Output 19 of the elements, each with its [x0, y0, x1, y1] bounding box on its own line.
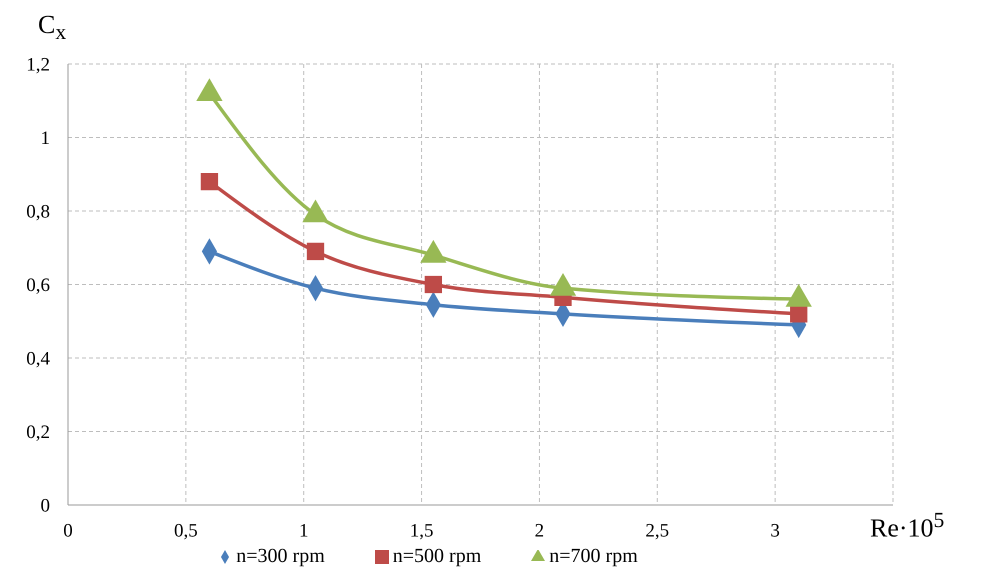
- y-tick-label: 0,6: [26, 275, 50, 296]
- legend-label: n=500 rpm: [392, 545, 482, 567]
- y-axis-title: C$_{x}$: [38, 10, 66, 46]
- x-tick-label: 2,5: [645, 520, 670, 542]
- y-tick-label: 1: [40, 128, 50, 150]
- x-tick-label: 0: [63, 520, 73, 542]
- y-tick-label: 0,2: [26, 422, 50, 444]
- y-tick-label: 0: [40, 496, 50, 517]
- x-tick-label: 3: [770, 520, 780, 542]
- x-tick-label: 0,5: [174, 520, 198, 542]
- legend-label: n=700 rpm: [549, 545, 638, 567]
- x-tick-label: 1: [298, 520, 308, 542]
- y-tick-label: 0,4: [26, 348, 50, 370]
- x-tick-label: 2: [534, 520, 544, 542]
- x-tick-label: 1,5: [410, 520, 434, 542]
- legend-label: n=300 rpm: [236, 545, 325, 567]
- y-tick-label: 1,2: [26, 54, 50, 76]
- x-axis-title: Re·10$^{5}$: [870, 508, 944, 544]
- y-tick-label: 0,8: [26, 202, 50, 223]
